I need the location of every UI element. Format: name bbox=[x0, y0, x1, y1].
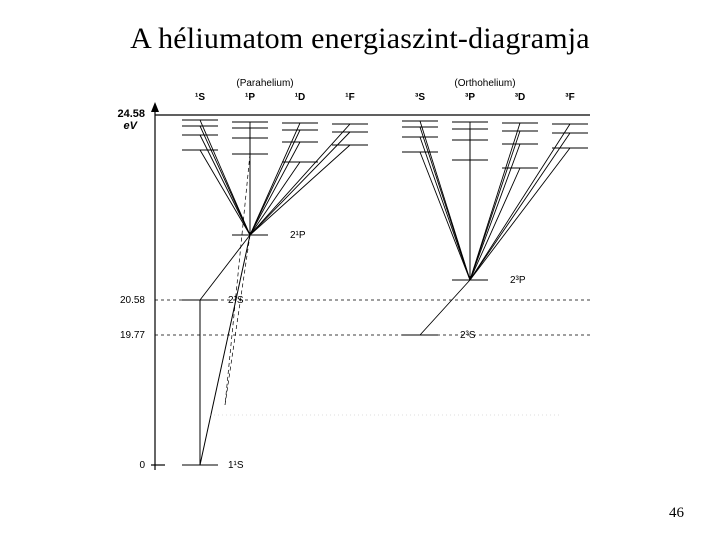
svg-text:³D: ³D bbox=[515, 92, 526, 103]
svg-text:eV: eV bbox=[124, 120, 139, 132]
slide-title: A héliumatom energiaszint-diagramja bbox=[0, 22, 720, 56]
slide: { "title": "A héliumatom energiaszint-di… bbox=[0, 0, 720, 540]
svg-text:19.77: 19.77 bbox=[120, 330, 145, 341]
svg-text:¹F: ¹F bbox=[345, 92, 354, 103]
svg-text:³P: ³P bbox=[465, 92, 475, 103]
page-number: 46 bbox=[669, 505, 684, 522]
svg-text:2³P: 2³P bbox=[510, 275, 526, 286]
energy-level-diagram: 24.58eV 20.58 19.77 0 (Parahelium) (Orthoheli… bbox=[90, 70, 630, 500]
svg-text:2¹P: 2¹P bbox=[290, 230, 306, 241]
svg-text:20.58: 20.58 bbox=[120, 295, 145, 306]
svg-text:¹D: ¹D bbox=[295, 92, 306, 103]
svg-text:0: 0 bbox=[139, 460, 145, 471]
svg-text:24.58: 24.58 bbox=[117, 108, 145, 120]
svg-text:³S: ³S bbox=[415, 92, 425, 103]
svg-text:¹S: ¹S bbox=[195, 92, 205, 103]
svg-text:2³S: 2³S bbox=[460, 330, 476, 341]
svg-text:¹P: ¹P bbox=[245, 92, 255, 103]
svg-text:1¹S: 1¹S bbox=[228, 460, 244, 471]
svg-text:³F: ³F bbox=[565, 92, 574, 103]
svg-text:(Orthohelium): (Orthohelium) bbox=[454, 78, 515, 89]
svg-text:(Parahelium): (Parahelium) bbox=[236, 78, 293, 89]
